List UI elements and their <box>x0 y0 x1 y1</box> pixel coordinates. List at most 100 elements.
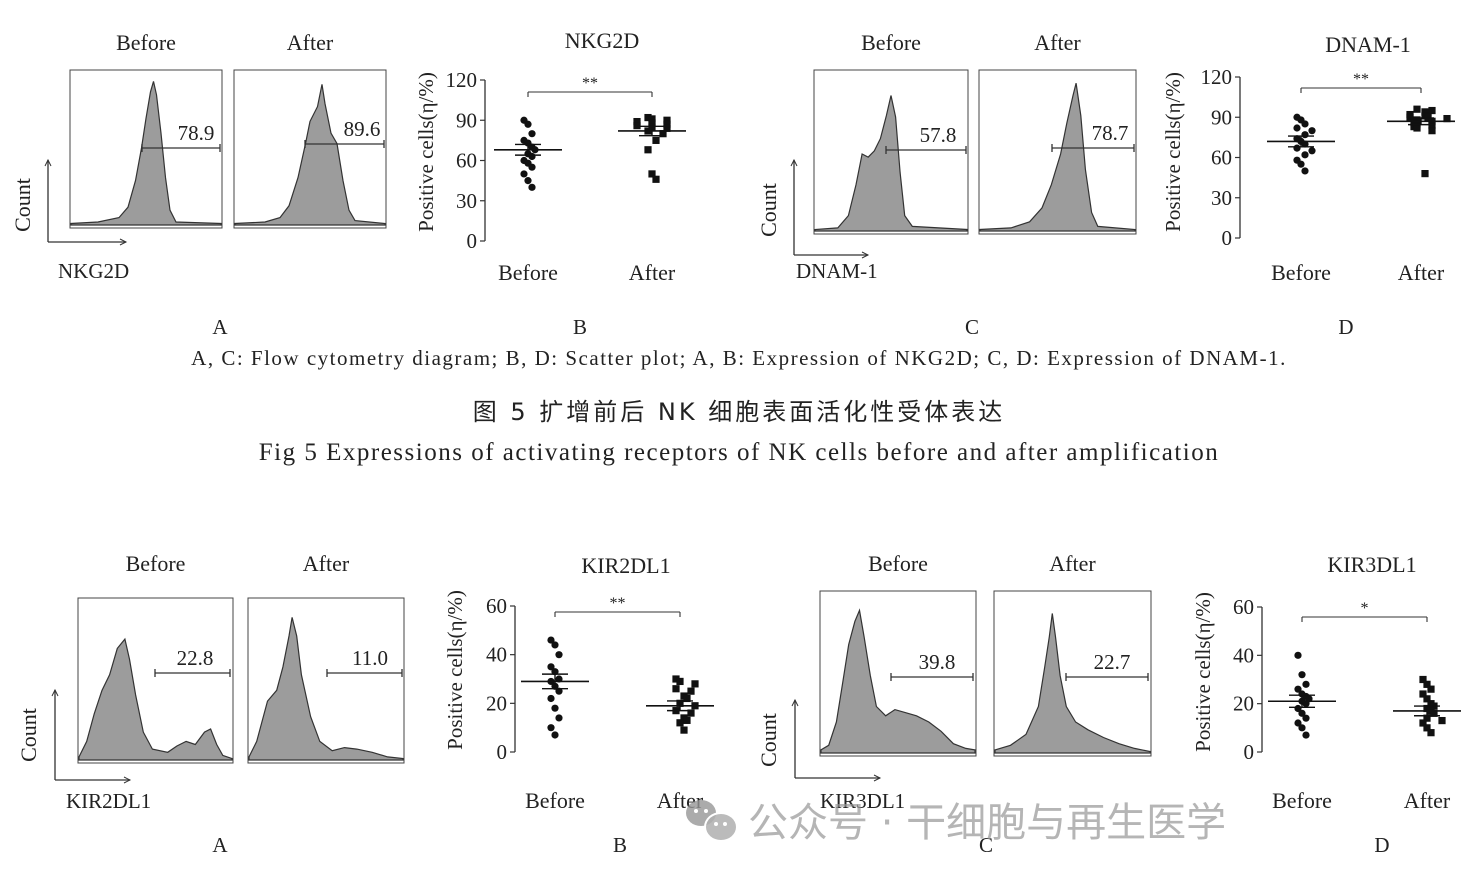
scatter-dnam-ytick-label-4: 120 <box>1201 65 1233 89</box>
scatter-kir2-point-after-3 <box>672 685 680 693</box>
hist-kir2-box-0 <box>77 597 234 764</box>
hist-nkg2d-y-arrow <box>44 158 52 167</box>
scatter-dnam-point-before-2 <box>1301 120 1309 128</box>
scatter-dnam-ytick-label-2: 60 <box>1211 146 1232 170</box>
watermark-text: 公众号 · 干细胞与再生医学 <box>748 800 1227 846</box>
scatter-nkg2d-ytick-label-1: 30 <box>456 189 477 213</box>
hist-dnam-xlabel: DNAM-1 <box>796 259 878 283</box>
scatter-nkg2d-category-0: Before <box>498 260 558 285</box>
scatter-kir2-point-after-10 <box>687 709 695 717</box>
scatter-kir3-ytick-label-3: 60 <box>1233 595 1254 619</box>
scatter-kir3-point-after-2 <box>1427 685 1435 693</box>
scatter-kir3-panel-letter: D <box>1374 833 1389 857</box>
scatter-nkg2d-point-before-14 <box>528 183 536 191</box>
scatter-kir3-category-0: Before <box>1272 788 1332 813</box>
scatter-kir2-title: KIR2DL1 <box>581 553 670 578</box>
scatter-nkg2d-point-after-8 <box>663 124 671 132</box>
hist-dnam-box-0 <box>813 69 969 235</box>
hist-kir3-ylabel: Count <box>756 713 781 767</box>
scatter-nkg2d-point-after-5 <box>663 120 671 128</box>
scatter-kir3-point-before-10 <box>1298 709 1306 717</box>
scatter-kir3-point-after-14 <box>1427 729 1435 737</box>
hist-kir3-curve-0 <box>820 608 976 754</box>
hist-dnam-box-1 <box>978 69 1137 235</box>
hist-kir2-gate-label-1: 11.0 <box>352 646 388 670</box>
scatter-kir2-point-after-12 <box>683 716 691 724</box>
wechat-icon <box>686 796 738 842</box>
hist-dnam-curve-0 <box>814 95 968 232</box>
scatter-kir3-point-after-9 <box>1430 709 1438 717</box>
scatter-nkg2d-point-before-13 <box>524 177 532 185</box>
hist-dnam-curve-1 <box>979 83 1136 232</box>
scatter-kir3-point-before-11 <box>1302 714 1310 722</box>
hist-nkg2d-gate-label-1: 89.6 <box>344 117 381 141</box>
scatter-nkg2d-ytick-label-4: 120 <box>446 68 478 92</box>
scatter-kir2-point-before-2 <box>555 651 563 659</box>
scatter-kir2-point-after-0 <box>672 675 680 683</box>
scatter-nkg2d-point-after-14 <box>652 175 660 183</box>
hist-kir3-gate-label-1: 22.7 <box>1094 650 1131 674</box>
scatter-dnam-point-before-3 <box>1293 124 1301 132</box>
hist-kir3-x-arrow <box>873 774 882 782</box>
scatter-nkg2d-point-after-13 <box>648 170 656 178</box>
scatter-kir2-point-before-0 <box>547 636 555 644</box>
scatter-nkg2d-category-1: After <box>629 260 676 285</box>
scatter-kir2-significance: ** <box>610 595 626 612</box>
hist-dnam-gate-label-0: 57.8 <box>920 123 957 147</box>
scatter-nkg2d-point-before-2 <box>528 130 536 138</box>
hist-kir2-title-0: Before <box>126 551 186 576</box>
scatter-nkg2d-ytick-label-0: 0 <box>467 229 478 253</box>
hist-nkg2d-gate-label-0: 78.9 <box>178 121 215 145</box>
scatter-dnam-point-before-4 <box>1308 127 1316 135</box>
scatter-kir3-point-after-12 <box>1419 719 1427 727</box>
hist-nkg2d-title-0: Before <box>116 30 176 55</box>
scatter-kir2-category-0: Before <box>525 788 585 813</box>
scatter-dnam-point-after-0 <box>1413 105 1421 113</box>
scatter-kir3-ylabel: Positive cells(η/%) <box>1191 592 1215 752</box>
hist-dnam-x-arrow <box>861 251 870 259</box>
scatter-dnam-significance: ** <box>1353 71 1369 88</box>
scatter-kir3-category-1: After <box>1404 788 1451 813</box>
hist-kir2-box-1 <box>247 597 405 764</box>
hist-kir3-title-1: After <box>1049 551 1096 576</box>
scatter-kir2-point-before-9 <box>547 694 555 703</box>
hist-dnam-title-1: After <box>1034 30 1081 55</box>
hist-kir2-title-1: After <box>303 551 350 576</box>
scatter-dnam-ylabel: Positive cells(η/%) <box>1161 72 1185 232</box>
scatter-nkg2d-point-after-0 <box>644 113 652 122</box>
scatter-kir3-point-before-2 <box>1302 680 1310 688</box>
scatter-kir3-ytick-label-0: 0 <box>1244 740 1255 764</box>
scatter-dnam-title: DNAM-1 <box>1325 32 1411 57</box>
scatter-dnam-category-1: After <box>1398 260 1445 285</box>
hist-dnam-panel-letter: C <box>965 315 979 339</box>
scatter-nkg2d-point-after-1 <box>648 115 656 123</box>
hist-dnam-gate-label-1: 78.7 <box>1092 121 1129 145</box>
hist-nkg2d-xlabel: NKG2D <box>58 259 129 283</box>
scatter-kir2-point-before-11 <box>555 714 563 722</box>
hist-kir3-y-arrow <box>791 698 799 707</box>
scatter-nkg2d-ylabel: Positive cells(η/%) <box>414 72 438 232</box>
scatter-dnam-point-before-8 <box>1301 140 1309 148</box>
hist-nkg2d-panel-letter: A <box>212 315 228 339</box>
scatter-dnam-point-after-16 <box>1428 127 1436 135</box>
scatter-kir3-point-before-12 <box>1294 719 1302 727</box>
scatter-dnam-point-before-13 <box>1297 160 1305 168</box>
scatter-kir2-ylabel: Positive cells(η/%) <box>443 590 467 750</box>
scatter-kir3-point-before-3 <box>1294 685 1302 693</box>
scatter-dnam-point-before-10 <box>1308 147 1316 155</box>
hist-kir3-box-0 <box>819 590 977 757</box>
scatter-kir2-point-after-2 <box>691 680 699 688</box>
hist-nkg2d-box-0 <box>69 69 223 229</box>
scatter-nkg2d-point-before-12 <box>520 170 528 178</box>
scatter-kir3-point-after-13 <box>1423 724 1431 732</box>
scatter-kir3-ytick-label-2: 40 <box>1233 643 1254 667</box>
scatter-dnam-ytick-label-1: 30 <box>1211 186 1232 210</box>
scatter-dnam-point-before-14 <box>1301 167 1309 175</box>
scatter-kir3-point-before-1 <box>1298 671 1306 679</box>
scatter-kir3-point-before-0 <box>1294 651 1302 659</box>
hist-nkg2d-curve-0 <box>70 81 222 226</box>
hist-dnam-ylabel: Count <box>756 183 781 237</box>
hist-dnam-title-0: Before <box>861 30 921 55</box>
scatter-kir3-significance: * <box>1361 600 1369 617</box>
